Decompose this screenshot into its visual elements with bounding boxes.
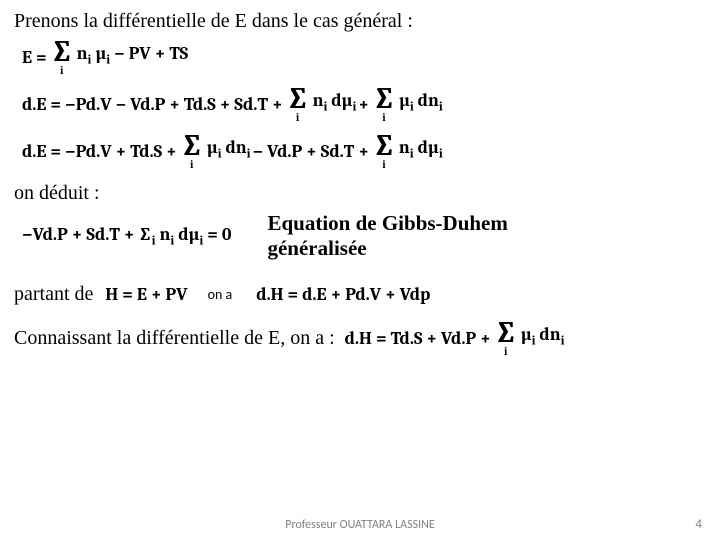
equation-H: H = E + PV <box>105 284 187 305</box>
equation-dE-1: d.E = −Pd.V − Vd.P + Td.S + Sd.T + ∑i ni… <box>22 86 706 123</box>
gibbs-row: −Vd.P + Sd.T + ∑i ni dµi = 0 Equation de… <box>14 211 706 261</box>
equation-E: E = ∑i ni µi − PV + TS <box>22 39 706 76</box>
gibbs-label: Equation de Gibbs-Duhem généralisée <box>267 211 507 261</box>
final-row: Connaissant la différentielle de E, on a… <box>14 320 706 357</box>
equation-dE-2: d.E = −Pd.V + Td.S + ∑i µi dni − Vd.P + … <box>22 133 706 170</box>
final-text: Connaissant la différentielle de E, on a… <box>14 327 335 350</box>
page-number: 4 <box>695 517 702 532</box>
ona-text: on a <box>208 286 233 303</box>
partant-text: partant de <box>14 283 93 306</box>
equation-dH: d.H = d.E + Pd.V + Vdp <box>256 284 430 305</box>
deduit-text: on déduit : <box>14 182 706 205</box>
h-row: partant de H = E + PV on a d.H = d.E + P… <box>14 283 706 306</box>
equation-dH-final: d.H = Td.S + Vd.P + ∑i µi dni <box>345 320 565 357</box>
intro-text: Prenons la différentielle de E dans le c… <box>14 10 706 33</box>
gibbs-equation: −Vd.P + Sd.T + ∑i ni dµi = 0 <box>22 224 231 249</box>
footer-text: Professeur OUATTARA LASSINE <box>0 518 720 532</box>
